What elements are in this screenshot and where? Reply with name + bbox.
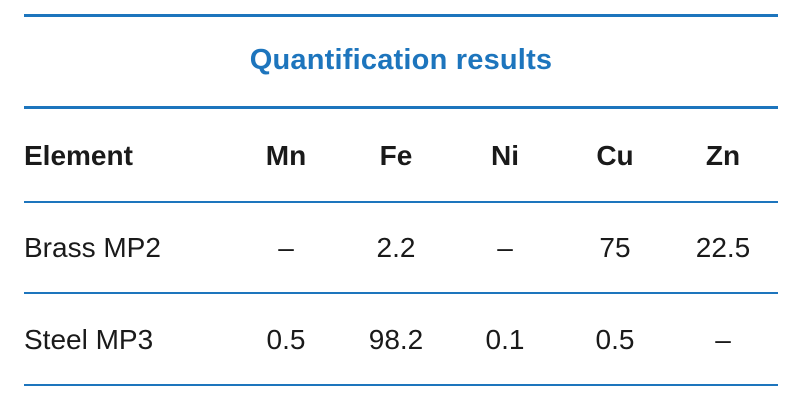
row-label: Brass MP2 [24, 232, 161, 263]
cell-cu: 0.5 [595, 324, 635, 355]
header-row: Element Mn Fe Ni Cu Zn [24, 136, 778, 176]
cell-fe: 98.2 [368, 324, 424, 355]
table-row: Steel MP3 0.5 98.2 0.1 0.5 – [24, 320, 778, 360]
cell-zn: 22.5 [695, 232, 751, 263]
header-fe: Fe [379, 140, 413, 171]
cell-zn: – [715, 324, 731, 355]
header-mn: Mn [265, 140, 307, 171]
table-row: Brass MP2 – 2.2 – 75 22.5 [24, 228, 778, 268]
bottom-rule [24, 384, 778, 386]
cell-ni: – [497, 232, 513, 263]
header-cu: Cu [596, 140, 634, 171]
header-zn: Zn [705, 140, 741, 171]
header-rule [24, 201, 778, 203]
quantification-table: Quantification results Element Mn Fe Ni … [24, 0, 778, 406]
header-element-label: Element [24, 140, 133, 171]
title-rule [24, 106, 778, 109]
row-label: Steel MP3 [24, 324, 154, 355]
cell-mn: – [278, 232, 294, 263]
cell-mn: 0.5 [266, 324, 306, 355]
header-ni: Ni [491, 140, 519, 171]
top-rule [24, 14, 778, 17]
row-divider [24, 292, 778, 294]
cell-fe: 2.2 [376, 232, 416, 263]
cell-cu: 75 [599, 232, 631, 263]
table-title: Quantification results [249, 44, 553, 76]
cell-ni: 0.1 [485, 324, 525, 355]
